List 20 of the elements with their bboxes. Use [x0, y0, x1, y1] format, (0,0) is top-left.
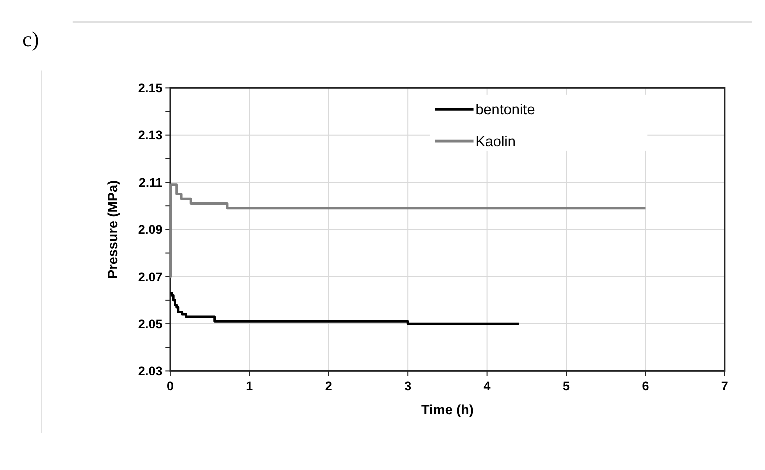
x-tick-label: 3 — [404, 380, 412, 394]
x-tick-label: 4 — [484, 380, 491, 394]
y-tick-label: 2.09 — [138, 223, 163, 238]
y-tick-label: 2.11 — [139, 176, 163, 190]
y-tick-label: 2.07 — [138, 270, 163, 284]
y-tick-label: 2.03 — [138, 364, 163, 379]
y-tick-label: 2.05 — [138, 317, 163, 332]
y-axis-title: Pressure (MPa) — [105, 180, 120, 279]
x-axis-title: Time (h) — [422, 402, 474, 418]
legend-label: Kaolin — [476, 134, 516, 150]
x-tick-label: 0 — [166, 380, 174, 394]
x-tick-label: 1 — [246, 380, 254, 394]
x-tick-label: 6 — [642, 380, 650, 394]
x-tick-label: 7 — [721, 380, 728, 394]
y-tick-label: 2.13 — [138, 128, 163, 143]
legend-label: bentonite — [476, 102, 536, 118]
chart-title: c) — [22, 28, 40, 52]
x-tick-label: 5 — [563, 380, 570, 394]
y-tick-label: 2.15 — [138, 82, 163, 96]
x-tick-label: 2 — [325, 380, 332, 394]
